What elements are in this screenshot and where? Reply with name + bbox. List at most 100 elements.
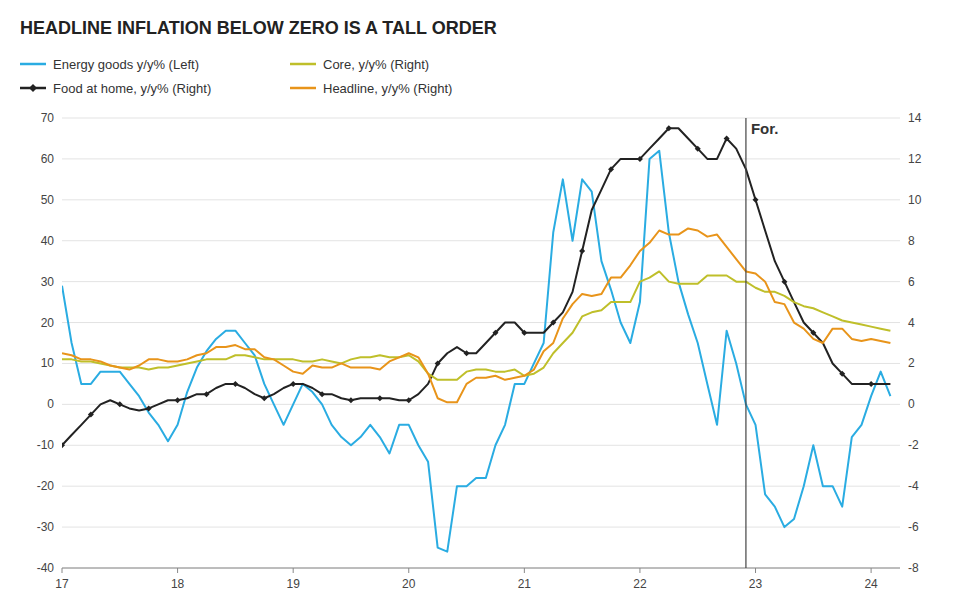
legend-label: Core, y/y% (Right): [323, 57, 429, 72]
y-tick-label: -40: [37, 561, 55, 575]
legend-label: Food at home, y/y% (Right): [53, 81, 211, 96]
y-tick-label: -20: [37, 479, 55, 493]
series-marker: [406, 397, 412, 403]
x-tick: [755, 568, 756, 573]
series-marker: [435, 360, 441, 366]
series-marker: [666, 125, 672, 131]
legend-swatch: [20, 63, 46, 66]
legend-swatch: [290, 87, 316, 90]
series-marker: [781, 279, 787, 285]
grid: [62, 118, 900, 568]
y-tick-label: 60: [41, 152, 55, 166]
y2-tick-label: -8: [908, 561, 919, 575]
legend-label: Headline, y/y% (Right): [323, 81, 452, 96]
x-tick: [639, 568, 640, 573]
series-marker: [839, 371, 845, 377]
y-tick-label: 70: [41, 111, 55, 125]
y2-tick-label: 4: [908, 316, 915, 330]
y2-tick-label: 10: [908, 193, 922, 207]
x-tick-label: 20: [402, 577, 416, 591]
x-tick-label: 19: [286, 577, 300, 591]
x-tick: [293, 568, 294, 573]
grid-line: [62, 281, 900, 282]
y-tick-label: -10: [37, 438, 55, 452]
series-marker: [868, 381, 874, 387]
y-tick-label: 0: [47, 397, 54, 411]
series-marker: [810, 330, 816, 336]
series-marker: [724, 135, 730, 141]
series-marker: [203, 391, 209, 397]
legend-swatch: [290, 63, 316, 66]
x-tick-label: 24: [864, 577, 878, 591]
background: [0, 0, 960, 605]
x-tick: [408, 568, 409, 573]
grid-line: [62, 527, 900, 528]
x-tick-label: 21: [518, 577, 532, 591]
x-axis-line: [62, 568, 900, 569]
legend-label: Energy goods y/y% (Left): [53, 57, 199, 72]
series-marker: [348, 397, 354, 403]
x-tick-label: 18: [171, 577, 185, 591]
series-line: [62, 151, 890, 552]
series-line: [62, 128, 890, 445]
grid-line: [62, 404, 900, 405]
y-tick-label: 20: [41, 316, 55, 330]
x-tick: [871, 568, 872, 573]
grid-line: [62, 118, 900, 119]
y2-tick-label: 2: [908, 356, 915, 370]
x-tick: [177, 568, 178, 573]
series-marker: [319, 391, 325, 397]
annotation: For.: [751, 120, 779, 137]
series-marker: [88, 412, 94, 418]
series-marker: [377, 395, 383, 401]
x-tick: [62, 568, 63, 573]
y2-tick-label: 8: [908, 234, 915, 248]
y-tick-label: 40: [41, 234, 55, 248]
series-marker: [175, 397, 181, 403]
x-tick-label: 22: [633, 577, 647, 591]
series-marker: [232, 381, 238, 387]
chart: HEADLINE INFLATION BELOW ZERO IS A TALL …: [0, 0, 960, 605]
series-marker: [290, 381, 296, 387]
legend: Energy goods y/y% (Left) Food at home, y/…: [20, 57, 452, 96]
y-tick-label: -30: [37, 520, 55, 534]
series-marker: [695, 146, 701, 152]
grid-line: [62, 568, 900, 569]
series-marker: [261, 395, 267, 401]
series-marker: [62, 442, 65, 448]
y2-tick-label: -2: [908, 438, 919, 452]
grid-line: [62, 158, 900, 159]
x-tick-label: 17: [55, 577, 69, 591]
series-marker: [753, 197, 759, 203]
forecast-line: [745, 118, 746, 568]
series-marker: [521, 330, 527, 336]
series-marker: [492, 330, 498, 336]
y2-tick-label: -6: [908, 520, 919, 534]
grid-line: [62, 486, 900, 487]
series-line: [62, 228, 890, 402]
grid-line: [62, 240, 900, 241]
series-marker: [464, 350, 470, 356]
series-marker: [550, 320, 556, 326]
y-tick-label: 10: [41, 356, 55, 370]
chart-container: HEADLINE INFLATION BELOW ZERO IS A TALL …: [0, 0, 960, 605]
y2-tick-label: -4: [908, 479, 919, 493]
series-marker: [608, 166, 614, 172]
series-marker: [637, 156, 643, 162]
x-tick-label: 23: [749, 577, 763, 591]
y2-tick-label: 0: [908, 397, 915, 411]
x-tick: [524, 568, 525, 573]
series-marker: [146, 405, 152, 411]
y2-tick-label: 6: [908, 275, 915, 289]
series-marker: [579, 248, 585, 254]
series-line: [62, 271, 890, 379]
grid-line: [62, 445, 900, 446]
plot-area: [62, 118, 890, 568]
grid-line: [62, 322, 900, 323]
y2-tick-label: 14: [908, 111, 922, 125]
series-marker: [117, 401, 123, 407]
grid-line: [62, 199, 900, 200]
y-tick-label: 50: [41, 193, 55, 207]
legend-marker: [29, 84, 37, 92]
y-tick-label: 30: [41, 275, 55, 289]
